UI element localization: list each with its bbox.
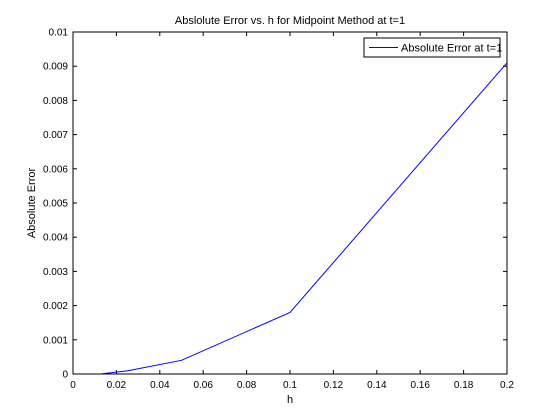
y-axis-label: Absolute Error bbox=[26, 168, 38, 239]
y-tick-label: 0.003 bbox=[43, 267, 68, 278]
x-tick-label: 0.06 bbox=[193, 380, 213, 391]
legend: Absolute Error at t=1 bbox=[364, 38, 502, 57]
y-tick-label: 0.004 bbox=[43, 233, 68, 244]
y-tick-label: 0.005 bbox=[43, 199, 68, 210]
x-tick-label: 0.08 bbox=[237, 380, 257, 391]
y-tick-label: 0 bbox=[62, 370, 68, 381]
y-tick-label: 0.001 bbox=[43, 335, 68, 346]
x-tick-label: 0.2 bbox=[500, 380, 514, 391]
x-tick-label: 0 bbox=[70, 380, 76, 391]
legend-label: Absolute Error at t=1 bbox=[401, 43, 502, 55]
x-tick-label: 0.12 bbox=[324, 380, 344, 391]
x-tick-label: 0.02 bbox=[107, 380, 127, 391]
chart-title: Abslolute Error vs. h for Midpoint Metho… bbox=[175, 15, 405, 27]
x-tick-label: 0.1 bbox=[283, 380, 297, 391]
x-tick-label: 0.04 bbox=[150, 380, 170, 391]
y-tick-label: 0.01 bbox=[49, 28, 69, 39]
y-tick-label: 0.007 bbox=[43, 130, 68, 141]
y-tick-label: 0.009 bbox=[43, 62, 68, 73]
x-tick-label: 0.14 bbox=[367, 380, 387, 391]
plot-area bbox=[73, 32, 507, 374]
x-tick-label: 0.18 bbox=[454, 380, 474, 391]
x-tick-label: 0.16 bbox=[410, 380, 430, 391]
y-tick-label: 0.008 bbox=[43, 96, 68, 107]
x-axis-label: h bbox=[287, 394, 293, 406]
y-tick-label: 0.006 bbox=[43, 164, 68, 175]
y-tick-label: 0.002 bbox=[43, 301, 68, 312]
